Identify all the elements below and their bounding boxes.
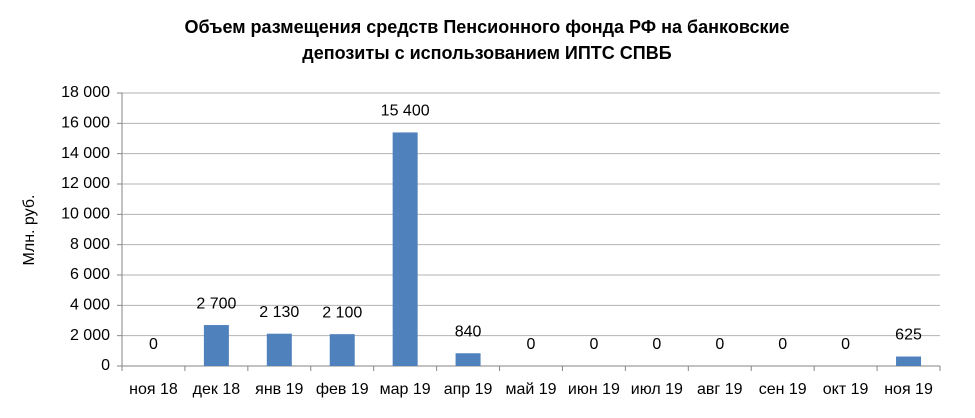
x-tick-label: янв 19 [255,381,303,398]
x-tick-label: мар 19 [380,381,431,398]
bar [329,334,355,366]
y-tick-label: 4 000 [70,297,110,314]
bar [266,333,292,366]
bar [455,353,481,366]
y-tick-label: 18 000 [61,84,110,101]
value-label: 0 [778,336,787,353]
bar [203,325,229,366]
chart-title: депозиты с использованием ИПТС СПВБ [302,43,671,63]
y-tick-label: 16 000 [61,115,110,132]
value-label: 0 [589,336,598,353]
y-axis-label: Млн. руб. [21,195,38,266]
value-label: 2 700 [196,295,236,312]
x-tick-label: окт 19 [823,381,869,398]
value-label: 2 130 [259,304,299,321]
bar [392,132,418,366]
value-label: 0 [527,336,536,353]
x-tick-label: май 19 [505,381,556,398]
y-tick-label: 12 000 [61,175,110,192]
y-tick-label: 2 000 [70,327,110,344]
value-label: 0 [652,336,661,353]
x-tick-label: фев 19 [316,381,369,398]
y-tick-label: 8 000 [70,236,110,253]
x-tick-label: ноя 18 [129,381,178,398]
y-tick-label: 6 000 [70,266,110,283]
value-label: 840 [455,323,482,340]
y-tick-label: 10 000 [61,206,110,223]
value-label: 625 [895,327,922,344]
value-label: 0 [841,336,850,353]
x-tick-label: сен 19 [759,381,807,398]
x-tick-label: авг 19 [697,381,743,398]
x-tick-label: июн 19 [568,381,620,398]
value-label: 2 100 [322,304,362,321]
bar [896,356,922,366]
y-tick-label: 0 [101,357,110,374]
y-tick-label: 14 000 [61,145,110,162]
value-label: 0 [149,336,158,353]
chart-title: Объем размещения средств Пенсионного фон… [184,17,789,37]
value-label: 0 [715,336,724,353]
x-tick-label: ноя 19 [884,381,933,398]
x-tick-label: дек 18 [193,381,241,398]
x-tick-label: июл 19 [631,381,683,398]
value-label: 15 400 [381,103,430,120]
x-tick-label: апр 19 [444,381,493,398]
